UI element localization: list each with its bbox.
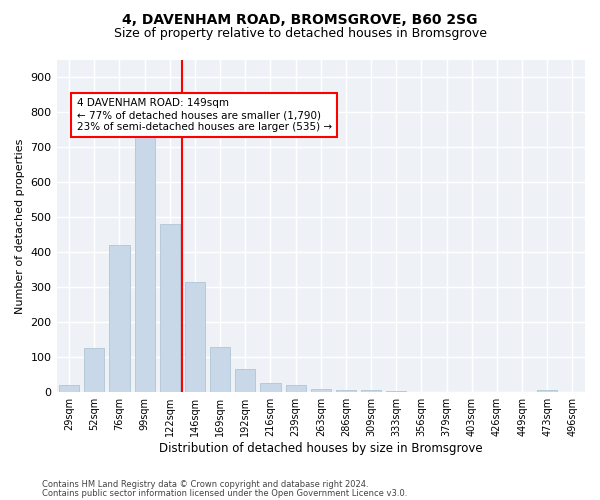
- Bar: [260, 384, 281, 392]
- Bar: [235, 370, 256, 392]
- Bar: [109, 246, 130, 392]
- Text: Contains public sector information licensed under the Open Government Licence v3: Contains public sector information licen…: [42, 488, 407, 498]
- Text: 4 DAVENHAM ROAD: 149sqm
← 77% of detached houses are smaller (1,790)
23% of semi: 4 DAVENHAM ROAD: 149sqm ← 77% of detache…: [77, 98, 332, 132]
- Bar: [84, 348, 104, 392]
- Bar: [59, 385, 79, 392]
- Text: Size of property relative to detached houses in Bromsgrove: Size of property relative to detached ho…: [113, 28, 487, 40]
- Text: Contains HM Land Registry data © Crown copyright and database right 2024.: Contains HM Land Registry data © Crown c…: [42, 480, 368, 489]
- Bar: [361, 390, 381, 392]
- Y-axis label: Number of detached properties: Number of detached properties: [15, 138, 25, 314]
- Bar: [185, 282, 205, 392]
- X-axis label: Distribution of detached houses by size in Bromsgrove: Distribution of detached houses by size …: [159, 442, 482, 455]
- Bar: [386, 391, 406, 392]
- Bar: [160, 224, 180, 392]
- Bar: [286, 385, 305, 392]
- Bar: [210, 346, 230, 392]
- Bar: [311, 388, 331, 392]
- Text: 4, DAVENHAM ROAD, BROMSGROVE, B60 2SG: 4, DAVENHAM ROAD, BROMSGROVE, B60 2SG: [122, 12, 478, 26]
- Bar: [336, 390, 356, 392]
- Bar: [134, 137, 155, 392]
- Bar: [537, 390, 557, 392]
